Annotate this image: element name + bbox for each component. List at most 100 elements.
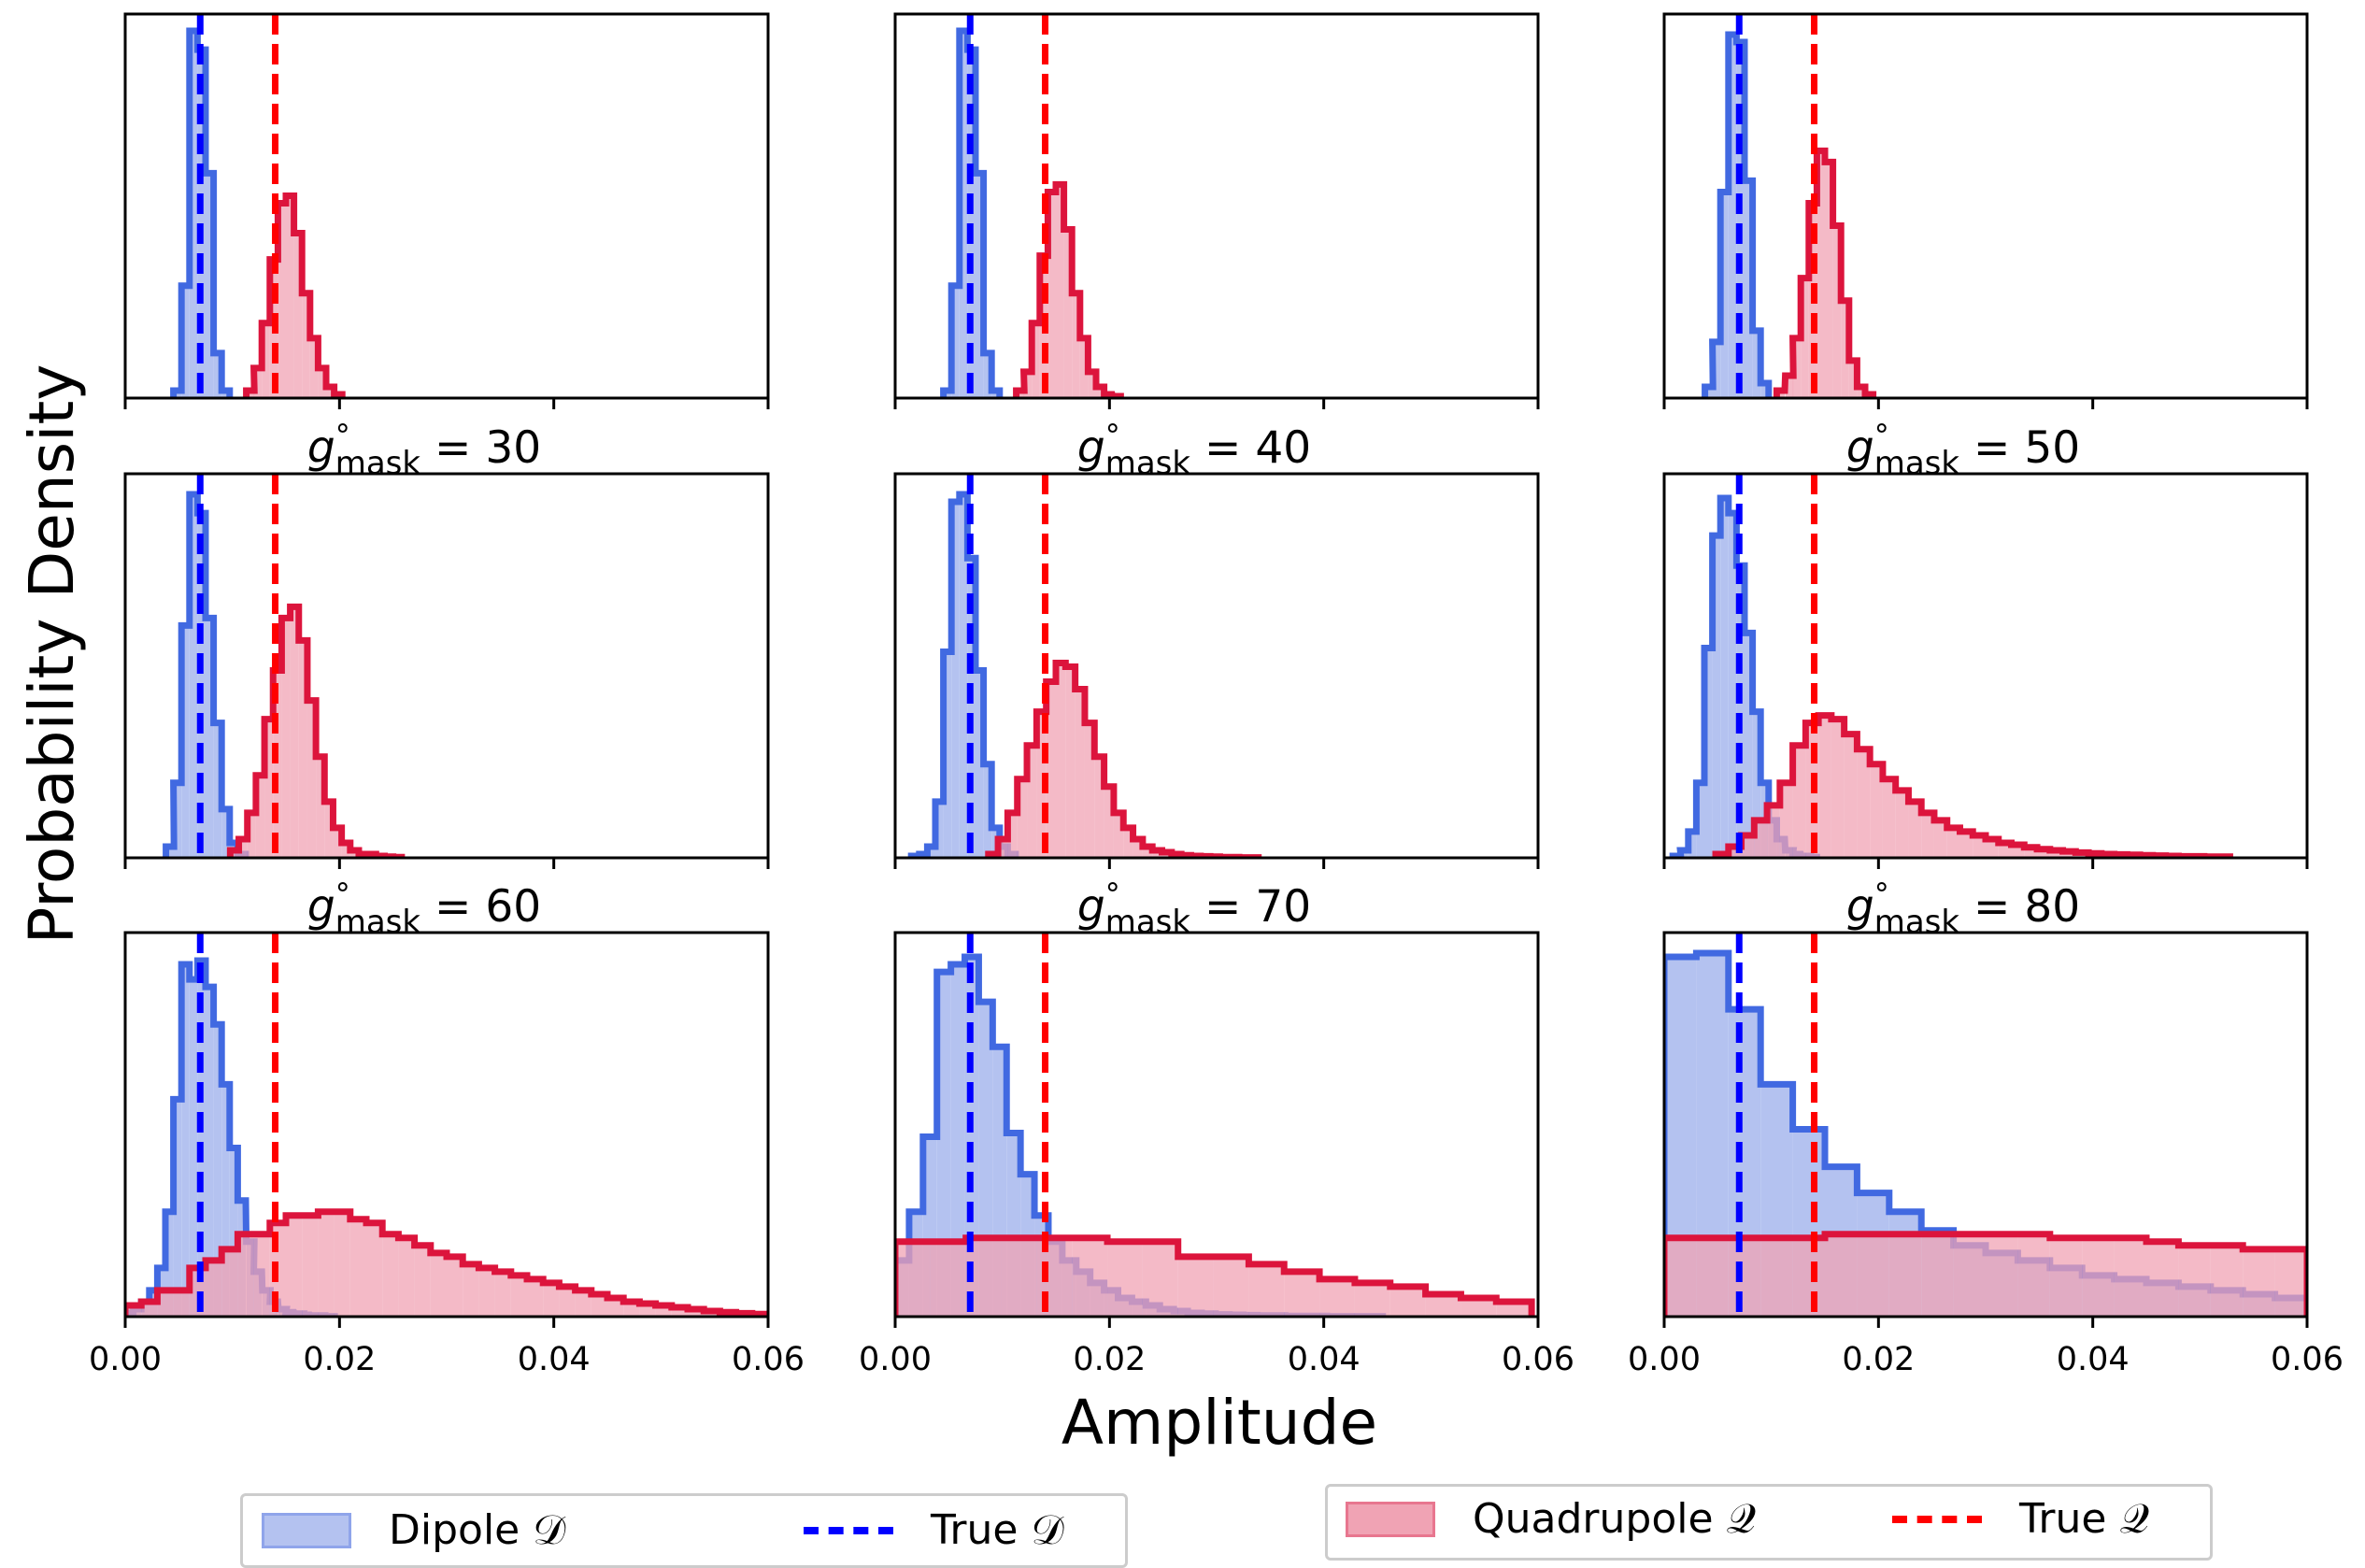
quadrupole-bar-14 [1390, 1287, 1426, 1317]
quadrupole-hist [247, 195, 343, 398]
quadrupole-bar-10 [1986, 1234, 2017, 1317]
legend-label-true-quadrupole: True 𝒬 [2019, 1495, 2149, 1543]
quadrupole-bar-3 [174, 1290, 190, 1317]
panel-1 [125, 14, 768, 409]
quadrupole-bar-5 [1072, 1238, 1107, 1317]
quadrupole-hist [1776, 150, 1873, 398]
quadrupole-hist [895, 1238, 1532, 1317]
legend-label-true-dipole: True 𝒟 [931, 1506, 1064, 1554]
quadrupole-bar-4 [1793, 1238, 1825, 1317]
quadrupole-bar-6 [1857, 1234, 1888, 1317]
panel-8: 0.00 0.02 0.04 0.06 g°mask = 70 [859, 877, 1574, 1378]
quadrupole-bar-13 [335, 1212, 350, 1317]
quadrupole-bar-0 [895, 1242, 931, 1317]
quadrupole-bar-3 [1002, 1238, 1037, 1317]
x-tick-label: 0.06 [2271, 1341, 2344, 1378]
quadrupole-bar-11 [2017, 1234, 2049, 1317]
quadrupole-bar-8 [254, 1234, 270, 1317]
quadrupole-bar-7 [1143, 1242, 1178, 1317]
quadrupole-bar-9 [1954, 1234, 1986, 1317]
quadrupole-bar-17 [2211, 1246, 2243, 1317]
legend-item-true-quadrupole: True 𝒬 [1892, 1495, 2149, 1543]
panel-title: g°mask = 70 [1077, 877, 1311, 941]
quadrupole-bar-8 [1178, 1257, 1214, 1317]
quadrupole-bar-13 [2082, 1238, 2114, 1317]
quadrupole-bar-17 [398, 1238, 414, 1317]
panel-6: g°mask = 50 [1664, 418, 2307, 869]
quadrupole-bar-6 [1107, 1242, 1143, 1317]
quadrupole-bar-5 [1825, 1234, 1857, 1317]
quadrupole-bar-16 [382, 1234, 398, 1317]
dipole-bar-6 [1720, 498, 1729, 858]
quadrupole-bar-1 [931, 1242, 966, 1317]
dipole-hist [911, 494, 1016, 858]
panel-title: g°mask = 40 [1077, 418, 1311, 482]
quadrupole-bar-13 [1355, 1283, 1390, 1317]
x-tick-label: 0.02 [303, 1341, 376, 1378]
panel-frame [125, 14, 768, 398]
quadrupole-bar-12 [2050, 1238, 2082, 1317]
quadrupole-hist [989, 663, 1259, 858]
x-tick-label: 0.04 [2057, 1341, 2130, 1378]
quadrupole-swatch [1346, 1502, 1435, 1537]
quadrupole-hist [230, 606, 401, 858]
quadrupole-bar-14 [350, 1219, 366, 1317]
panel-3 [1664, 14, 2307, 409]
legend-label-quadrupole: Quadrupole 𝒬 [1473, 1495, 1756, 1543]
quadrupole-bar-21 [463, 1264, 478, 1317]
x-tick-label: 0.02 [1842, 1341, 1915, 1378]
panel-frame [895, 14, 1538, 398]
quadrupole-hist [1716, 716, 2230, 858]
quadrupole-bar-11 [302, 1216, 318, 1317]
y-axis-label: Probability Density [16, 364, 88, 945]
quadrupole-bar-1 [1696, 1238, 1728, 1317]
quadrupole-bar-8 [1065, 666, 1075, 858]
dipole-hist [166, 494, 246, 858]
x-tick-label: 0.04 [518, 1341, 591, 1378]
quadrupole-bar-15 [1426, 1294, 1461, 1317]
quadrupole-bar-15 [2146, 1242, 2178, 1317]
panel-2 [895, 14, 1538, 409]
quadrupole-bar-7 [291, 606, 299, 858]
panel-4: g°mask = 30 [125, 418, 768, 869]
quadrupole-bar-9 [1214, 1257, 1249, 1317]
quadrupole-bar-7 [1056, 663, 1065, 858]
panel-title: g°mask = 30 [307, 418, 541, 482]
quadrupole-bar-9 [1831, 720, 1845, 858]
x-axis-label: Amplitude [1061, 1387, 1377, 1459]
quadrupole-bar-18 [2243, 1249, 2274, 1317]
quadrupole-hist [1664, 1234, 2307, 1317]
legend-item-dipole: Dipole 𝒟 [262, 1506, 565, 1554]
quadrupole-bar-19 [2275, 1249, 2307, 1317]
x-tick-label: 0.00 [1628, 1341, 1701, 1378]
quadrupole-bar-11 [1284, 1272, 1319, 1317]
quadrupole-bar-14 [2115, 1238, 2146, 1317]
quadrupole-bar-7 [1889, 1234, 1921, 1317]
quadrupole-bar-2 [1729, 1238, 1760, 1317]
quadrupole-bar-16 [2178, 1246, 2210, 1317]
quadrupole-bar-12 [1319, 1279, 1355, 1317]
true-quadrupole-line [1892, 1516, 1982, 1523]
panel-title: g°mask = 50 [1846, 418, 2080, 482]
legend-item-quadrupole: Quadrupole 𝒬 [1346, 1495, 1756, 1543]
x-tick-label: 0.06 [732, 1341, 805, 1378]
quadrupole-bar-22 [478, 1268, 494, 1317]
quadrupole-bar-0 [1664, 1238, 1696, 1317]
x-tick-label: 0.04 [1288, 1341, 1361, 1378]
panel-title: g°mask = 80 [1846, 877, 2080, 941]
quadrupole-bar-10 [1248, 1264, 1284, 1317]
legend-label-dipole: Dipole 𝒟 [389, 1506, 565, 1554]
true-dipole-line [804, 1527, 893, 1534]
legend-item-true-dipole: True 𝒟 [804, 1506, 1064, 1554]
dipole-swatch [262, 1513, 351, 1548]
quadrupole-bar-19 [431, 1253, 447, 1317]
quadrupole-bar-10 [286, 1216, 302, 1317]
quadrupole-bar-10 [1845, 734, 1858, 858]
x-tick-label: 0.00 [859, 1341, 932, 1378]
quadrupole-bar-8 [1818, 716, 1831, 858]
x-tick-label: 0.02 [1073, 1341, 1146, 1378]
quadrupole-bar-3 [1760, 1238, 1792, 1317]
x-tick-label: 0.06 [1502, 1341, 1574, 1378]
